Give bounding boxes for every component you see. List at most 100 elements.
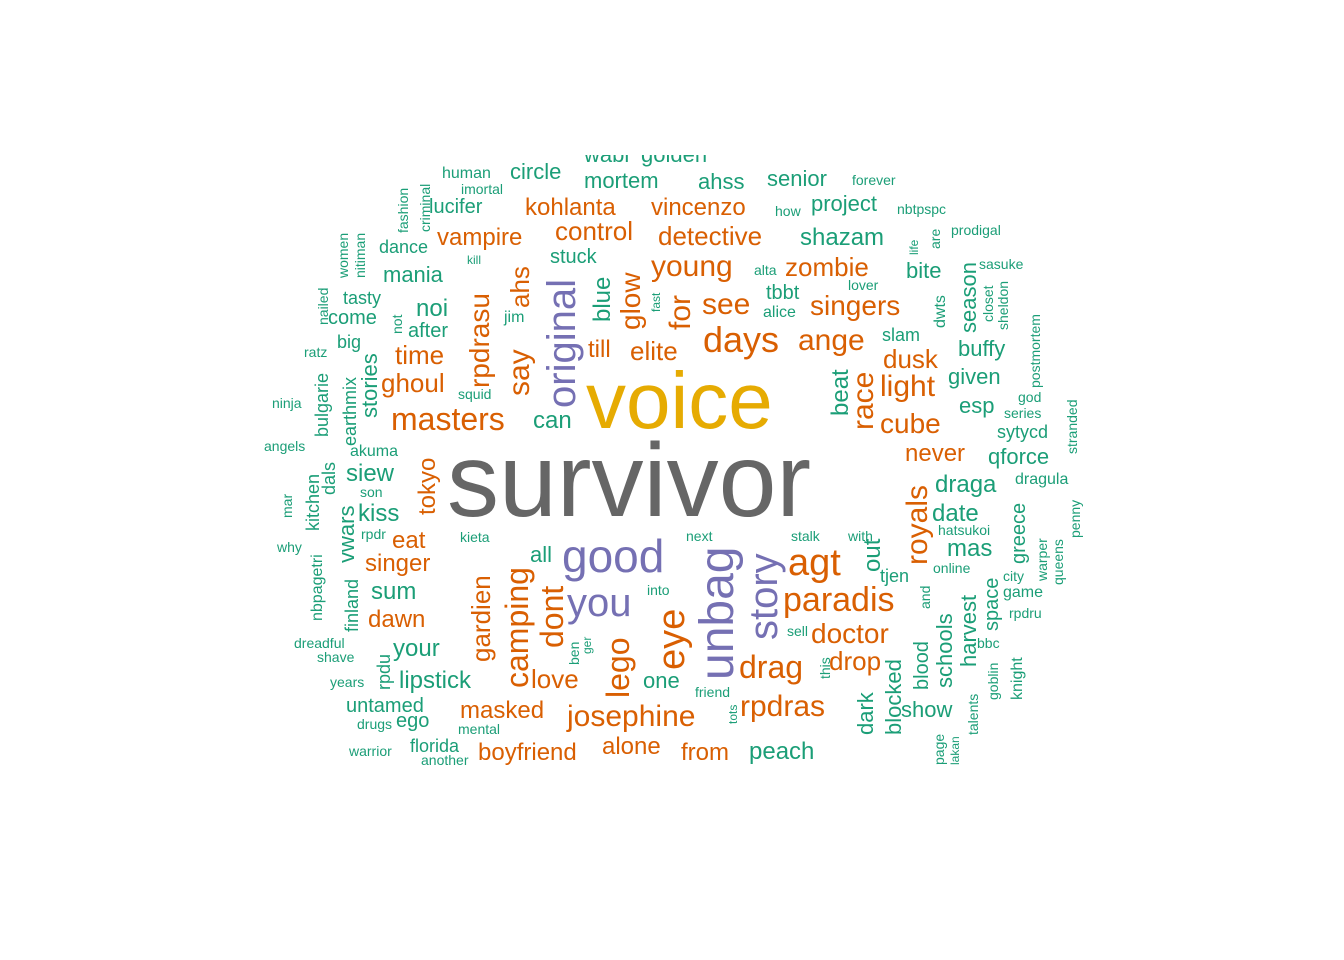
cloud-word-another: another bbox=[421, 752, 469, 768]
cloud-word-golden: golden bbox=[641, 142, 707, 167]
cloud-word-page: page bbox=[931, 734, 947, 765]
cloud-word-boyfriend: boyfriend bbox=[478, 739, 577, 766]
cloud-word-drag: drag bbox=[739, 649, 803, 685]
cloud-word-stories: stories bbox=[357, 353, 382, 418]
cloud-word-you: you bbox=[567, 581, 632, 625]
cloud-word-can: can bbox=[533, 407, 572, 434]
cloud-word-online: online bbox=[933, 560, 971, 576]
cloud-word-rpdu: rpdu bbox=[374, 654, 394, 690]
cloud-word-not: not bbox=[389, 314, 405, 334]
cloud-word-peach: peach bbox=[749, 738, 814, 765]
cloud-word-game: game bbox=[1003, 584, 1043, 601]
cloud-word-voice: voice bbox=[586, 356, 773, 445]
cloud-word-closet: closet bbox=[980, 285, 996, 322]
cloud-word-are: are bbox=[927, 229, 943, 249]
cloud-word-postmortem: postmortem bbox=[1027, 314, 1043, 388]
cloud-word-stranded: stranded bbox=[1064, 400, 1080, 454]
cloud-word-gardien: gardien bbox=[466, 575, 496, 662]
cloud-word-senior: senior bbox=[767, 166, 827, 191]
cloud-word-forever: forever bbox=[852, 172, 896, 188]
cloud-word-greece: greece bbox=[1008, 503, 1030, 564]
cloud-word-nitiman: nitiman bbox=[352, 233, 368, 278]
cloud-word-dance: dance bbox=[379, 237, 428, 257]
cloud-word-eat: eat bbox=[392, 527, 426, 554]
cloud-word-akuma: akuma bbox=[350, 443, 398, 460]
cloud-word-fast: fast bbox=[649, 292, 663, 312]
cloud-word-friend: friend bbox=[695, 684, 730, 700]
cloud-word-rpdras: rpdras bbox=[740, 690, 825, 723]
cloud-word-goblin: goblin bbox=[985, 663, 1001, 700]
cloud-word-talents: talents bbox=[965, 694, 981, 735]
cloud-word-singers: singers bbox=[810, 290, 900, 321]
cloud-word-out: out bbox=[859, 538, 886, 572]
cloud-word-qforce: qforce bbox=[988, 444, 1049, 469]
cloud-word-dreadful: dreadful bbox=[294, 635, 345, 651]
cloud-word-hatsukoi: hatsukoi bbox=[938, 522, 990, 538]
cloud-word-vampire: vampire bbox=[437, 224, 522, 251]
cloud-word-ger: ger bbox=[580, 637, 594, 654]
cloud-word-mental: mental bbox=[458, 721, 500, 737]
cloud-word-fashion: fashion bbox=[395, 188, 411, 233]
cloud-word-esp: esp bbox=[959, 393, 994, 418]
cloud-word-queens: queens bbox=[1050, 539, 1066, 585]
cloud-word-tokyo: tokyo bbox=[414, 458, 441, 515]
cloud-word-project: project bbox=[811, 191, 877, 216]
cloud-word-season: season bbox=[956, 262, 981, 333]
cloud-word-how: how bbox=[775, 203, 802, 219]
cloud-word-sell: sell bbox=[787, 623, 808, 639]
cloud-word-till: till bbox=[588, 336, 611, 363]
cloud-word-bbc: bbc bbox=[977, 635, 1000, 651]
cloud-word-god: god bbox=[1018, 389, 1041, 405]
cloud-word-beat: beat bbox=[827, 369, 854, 416]
cloud-word-angels: angels bbox=[264, 438, 305, 454]
cloud-word-bulgarie: bulgarie bbox=[312, 373, 332, 437]
cloud-word-stuck: stuck bbox=[550, 246, 598, 268]
cloud-word-alone: alone bbox=[602, 733, 661, 760]
cloud-word-dark: dark bbox=[853, 691, 878, 735]
cloud-word-elite: elite bbox=[630, 336, 678, 366]
cloud-word-sytycd: sytycd bbox=[997, 422, 1048, 442]
cloud-word-buffy: buffy bbox=[958, 336, 1005, 361]
cloud-word-dwts: dwts bbox=[932, 295, 949, 328]
cloud-word-into: into bbox=[647, 582, 670, 598]
cloud-word-next: next bbox=[686, 528, 713, 544]
cloud-word-dragula: dragula bbox=[1015, 471, 1068, 488]
cloud-word-alice: alice bbox=[763, 304, 796, 321]
cloud-word-imortal: imortal bbox=[461, 181, 503, 197]
cloud-word-and: and bbox=[917, 586, 933, 609]
cloud-word-drop: drop bbox=[829, 646, 881, 676]
cloud-word-see: see bbox=[702, 288, 750, 321]
cloud-word-show: show bbox=[901, 697, 952, 722]
cloud-word-ange: ange bbox=[798, 324, 865, 357]
cloud-word-cube: cube bbox=[880, 408, 941, 439]
cloud-word-kill: kill bbox=[467, 253, 481, 267]
cloud-word-earthmix: earthmix bbox=[340, 377, 360, 446]
cloud-word-series: series bbox=[1004, 405, 1041, 421]
cloud-word-rpdrasu: rpdrasu bbox=[464, 293, 495, 388]
cloud-word-sasuke: sasuke bbox=[979, 256, 1024, 272]
cloud-word-your: your bbox=[393, 635, 440, 662]
cloud-word-warrior: warrior bbox=[348, 743, 392, 759]
cloud-word-story: story bbox=[742, 553, 786, 640]
cloud-word-agt: agt bbox=[788, 542, 841, 584]
cloud-word-rpdr: rpdr bbox=[361, 526, 386, 542]
cloud-word-bite: bite bbox=[906, 258, 941, 283]
cloud-word-days: days bbox=[703, 319, 779, 360]
cloud-word-tbbt: tbbt bbox=[766, 282, 800, 304]
cloud-word-harvest: harvest bbox=[956, 595, 981, 667]
cloud-word-nbtpspc: nbtpspc bbox=[897, 201, 946, 217]
cloud-word-original: original bbox=[540, 279, 584, 408]
cloud-word-lipstick: lipstick bbox=[399, 667, 472, 694]
cloud-word-mortem: mortem bbox=[584, 168, 659, 193]
cloud-word-schools: schools bbox=[932, 613, 957, 688]
cloud-word-eye: eye bbox=[651, 609, 693, 670]
cloud-word-rpdru: rpdru bbox=[1009, 605, 1042, 621]
cloud-word-blocked: blocked bbox=[881, 659, 906, 735]
cloud-word-sheldon: sheldon bbox=[995, 281, 1011, 330]
cloud-word-kieta: kieta bbox=[460, 529, 490, 545]
cloud-word-ghoul: ghoul bbox=[381, 368, 445, 398]
cloud-word-ninja: ninja bbox=[272, 395, 302, 411]
cloud-word-vwars: vwars bbox=[334, 506, 359, 563]
cloud-word-good: good bbox=[562, 530, 664, 582]
